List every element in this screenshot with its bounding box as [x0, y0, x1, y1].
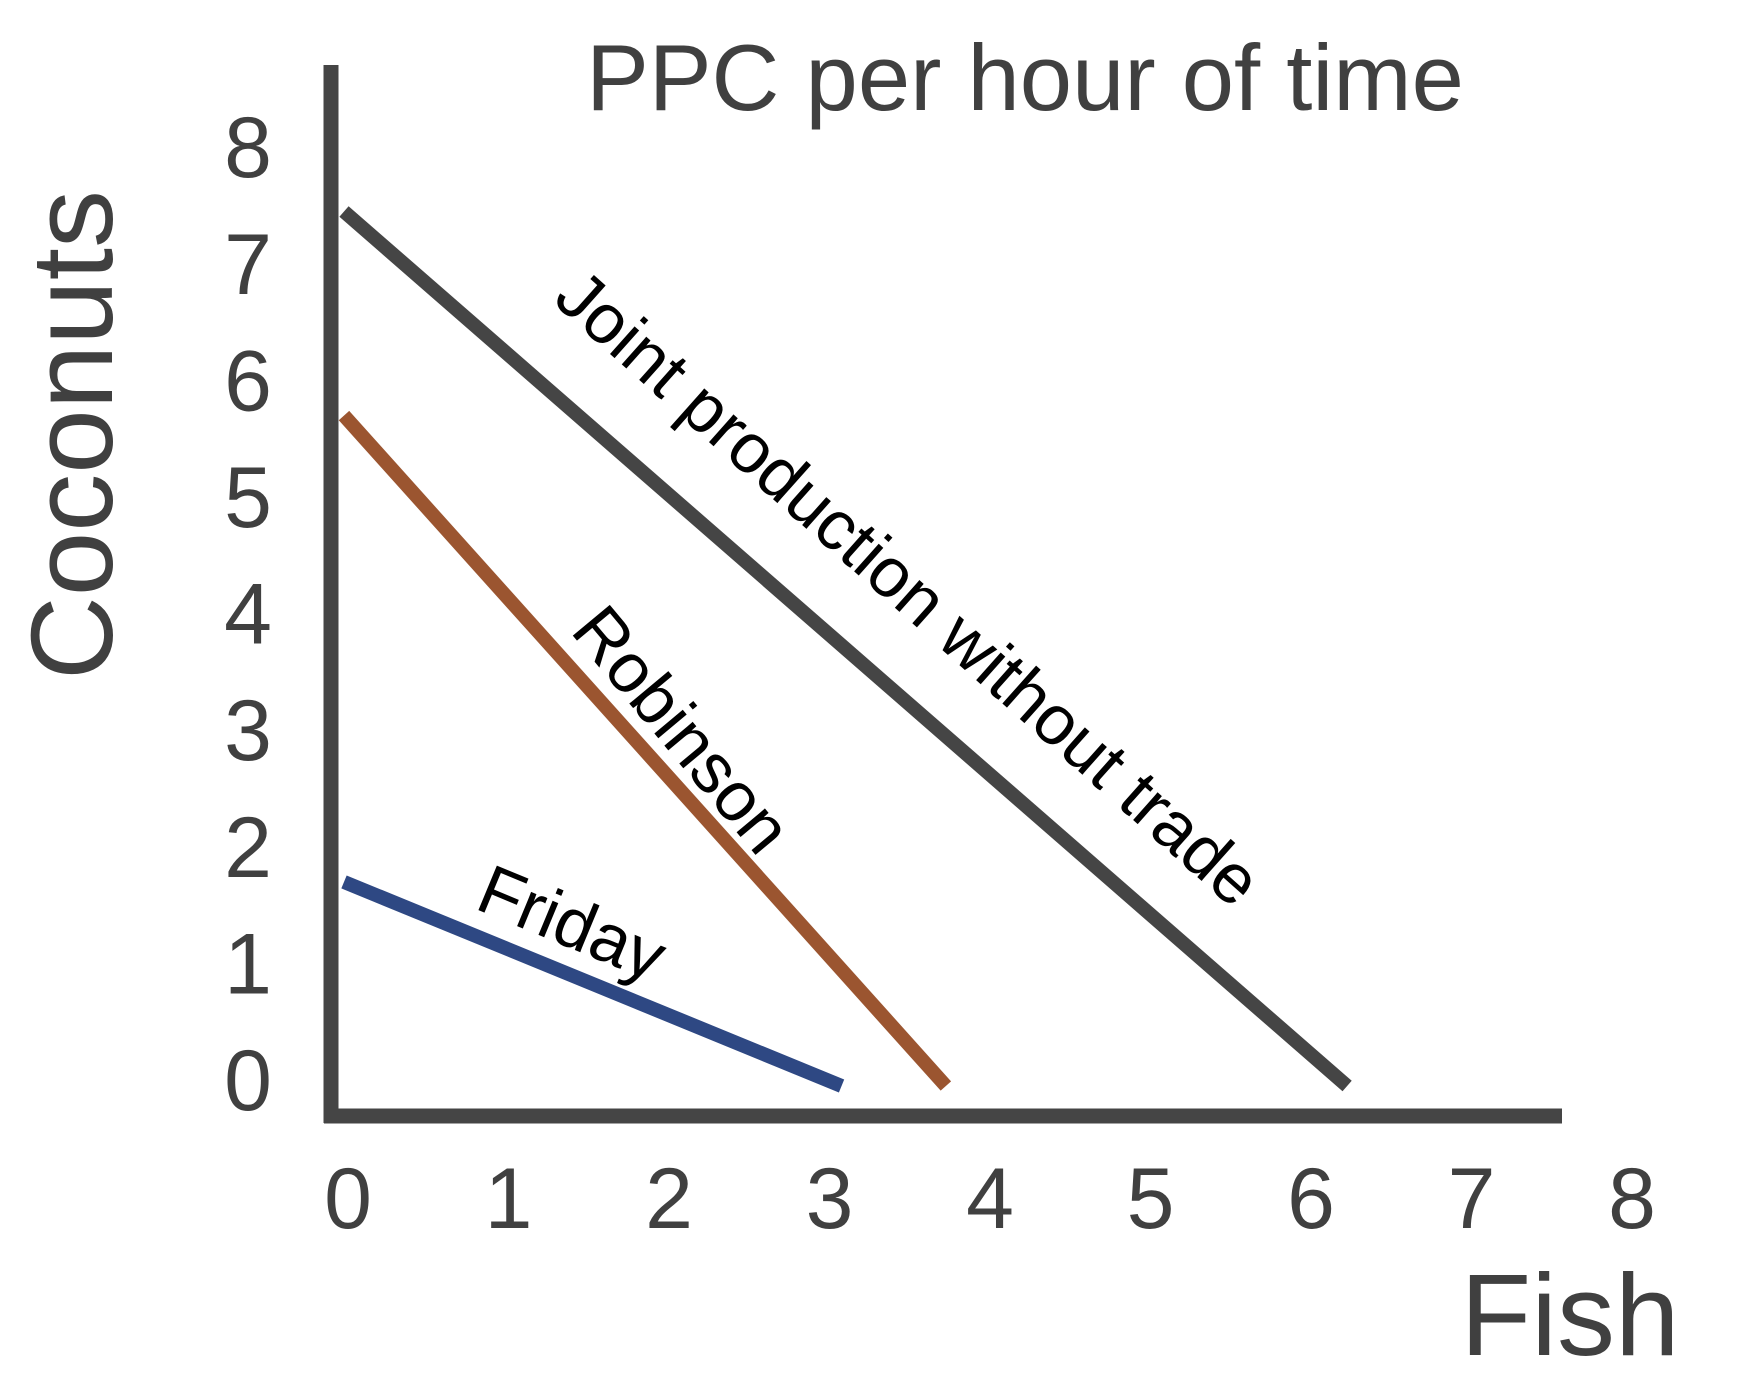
axis-layer	[323, 65, 1562, 1124]
curve-label-robinson: Robinson	[558, 591, 807, 868]
y-tick-label: 6	[224, 333, 272, 429]
y-axis-label: Coconuts	[7, 190, 137, 680]
y-tick-label: 8	[224, 100, 272, 196]
series-line-friday	[341, 875, 845, 1093]
chart-title: PPC per hour of time	[586, 25, 1464, 130]
y-tick-label: 5	[224, 450, 272, 546]
x-tick-label: 8	[1608, 1151, 1656, 1247]
curve-label-joint-production-without-trade: Joint production without trade	[541, 255, 1276, 922]
x-tick-label: 6	[1287, 1151, 1335, 1247]
y-tick-label: 2	[224, 800, 272, 896]
x-tick-label: 3	[806, 1151, 854, 1247]
x-tick-label: 7	[1448, 1151, 1496, 1247]
x-tick-label: 5	[1127, 1151, 1175, 1247]
y-tick-label: 1	[224, 916, 272, 1012]
x-tick-label: 4	[966, 1151, 1014, 1247]
series-layer	[338, 206, 1352, 1093]
x-tick-label: 0	[324, 1151, 372, 1247]
x-tick-label: 2	[645, 1151, 693, 1247]
y-tick-label: 3	[224, 683, 272, 779]
x-axis-label: Fish	[1460, 1250, 1679, 1380]
curve-labels: Joint production without tradeRobinsonFr…	[467, 255, 1276, 997]
series-line-joint-production-without-trade	[339, 206, 1352, 1092]
y-tick-label: 0	[224, 1033, 272, 1129]
tick-labels: 0 1 2 3 4 5 6 7 8 0 1 2 3 4 5 6 7 8	[224, 100, 1656, 1247]
series-line-robinson	[338, 410, 952, 1091]
y-tick-label: 7	[224, 217, 272, 313]
y-tick-label: 4	[224, 567, 272, 663]
x-tick-label: 1	[485, 1151, 533, 1247]
